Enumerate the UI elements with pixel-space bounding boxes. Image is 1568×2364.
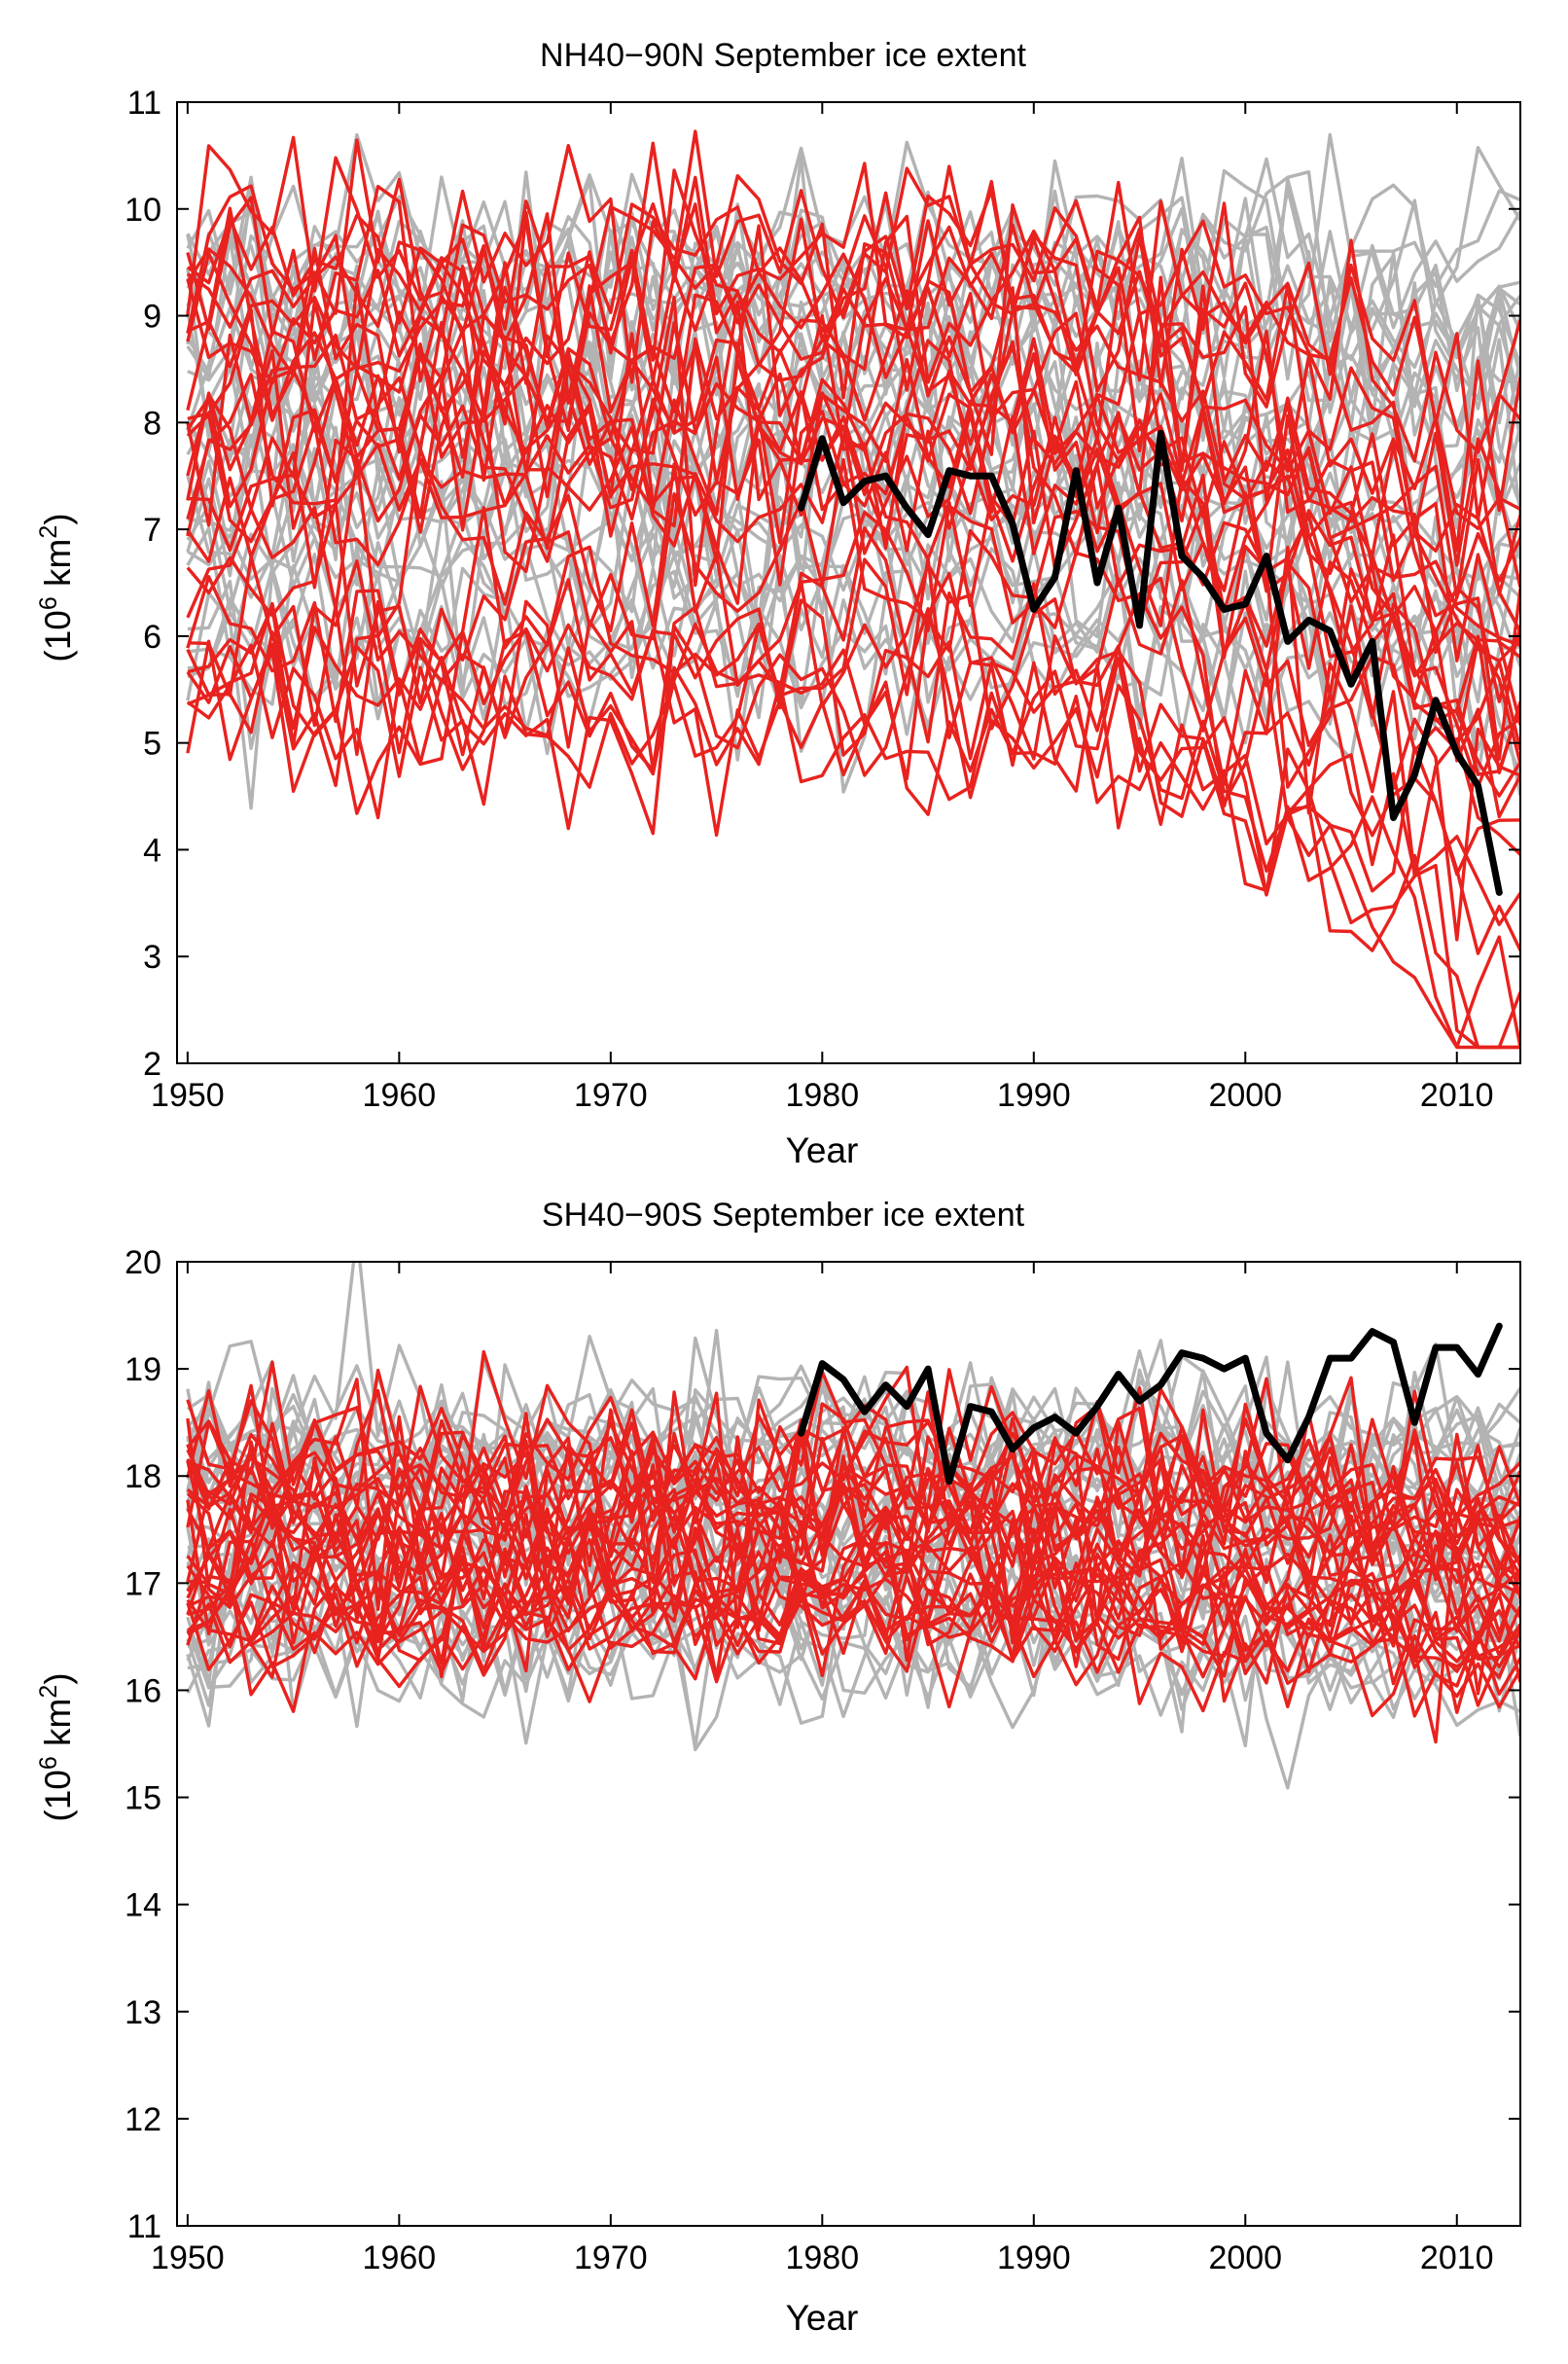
- sh-red-model-line: [186, 1360, 1520, 1535]
- nh-y-axis-label: (106 km2): [35, 513, 78, 662]
- sh-y-tick-label: 14: [125, 1887, 161, 1924]
- sh-axes-frame: [176, 1261, 1521, 2227]
- sh-y-tick-label: 16: [125, 1672, 161, 1709]
- sh-y-tick-label: 20: [125, 1244, 161, 1281]
- nh-gray-model-line: [186, 443, 1520, 797]
- nh-y-tick-label: 9: [143, 299, 161, 336]
- nh-x-tick-label: 2000: [1208, 1077, 1282, 1114]
- sh-observed-line: [798, 1322, 1503, 1486]
- nh-series-group: [186, 129, 1520, 1050]
- sh-y-tick-label: 12: [125, 2101, 161, 2138]
- nh-red-model-line: [186, 138, 1520, 553]
- nh-y-tick-label: 8: [143, 405, 161, 442]
- nh-ice-extent-panel: NH40−90N September ice extent 1950 1960 19…: [35, 37, 1521, 1170]
- sh-y-axis-label: (106 km2): [35, 1672, 78, 1821]
- nh-y-tick-label: 2: [143, 1046, 161, 1083]
- sh-y-tick-label: 13: [125, 1994, 161, 2031]
- nh-red-model-line: [187, 392, 1520, 798]
- nh-gray-model-line: [187, 478, 1520, 777]
- sh-plot-area: 1950 1960 1970 1980 1990 2000 2010 11 12 13 14 15 16…: [125, 1244, 1521, 2276]
- nh-x-tick-label: 1970: [574, 1077, 648, 1114]
- nh-x-tick-label: 2010: [1420, 1077, 1494, 1114]
- nh-red-model-line: [186, 168, 1520, 530]
- nh-red-model-line: [186, 571, 1520, 1050]
- sh-red-model-line: [186, 1349, 1520, 1627]
- nh-red-model-line: [186, 250, 1520, 663]
- sh-y-tick-label: 18: [125, 1458, 161, 1495]
- sh-ice-extent-panel: SH40−90S September ice extent 1950 1960 19…: [35, 1197, 1521, 2338]
- sh-red-model-line: [186, 1435, 1520, 1683]
- sh-series-group: [186, 1262, 1520, 1790]
- nh-y-tick-label: 11: [127, 85, 161, 122]
- nh-y-tick-label: 7: [143, 512, 161, 549]
- nh-red-model-line: [187, 545, 1520, 878]
- nh-red-model-line: [186, 203, 1520, 663]
- nh-red-model-line: [186, 129, 1520, 463]
- nh-red-model-line: [187, 555, 1520, 1050]
- sh-x-tick-label: 1950: [151, 2239, 225, 2276]
- sh-chart-title: SH40−90S September ice extent: [542, 1197, 1025, 1234]
- nh-plot-area: 1950 1960 1970 1980 1990 2000 2010 2 3 4 5 6 7 8 9 10 11: [125, 85, 1521, 1114]
- sh-x-axis-label: Year: [786, 2298, 859, 2338]
- sh-red-model-line: [186, 1489, 1520, 1714]
- nh-x-tick-label: 1960: [363, 1077, 437, 1114]
- nh-y-tick-label: 10: [125, 192, 161, 229]
- nh-x-tick-label: 1950: [151, 1077, 225, 1114]
- sh-x-tick-label: 1970: [574, 2239, 648, 2276]
- nh-red-model-line: [186, 643, 1520, 955]
- sh-red-model-line: [187, 1554, 1520, 1718]
- nh-x-tick-label: 1980: [785, 1077, 859, 1114]
- sh-red-model-line: [186, 1431, 1520, 1744]
- sh-red-model-line: [186, 1473, 1520, 1629]
- nh-y-tick-label: 6: [143, 619, 161, 656]
- sh-gray-model-line: [186, 1573, 1520, 1790]
- svg-text:(106 km2): (106 km2): [35, 513, 78, 662]
- nh-chart-title: NH40−90N September ice extent: [540, 37, 1026, 74]
- sh-red-model-line: [186, 1388, 1520, 1571]
- sh-red-model-line: [186, 1570, 1520, 1708]
- sh-y-tick-label: 17: [125, 1565, 161, 1602]
- sh-red-model-line: [186, 1513, 1520, 1718]
- nh-red-model-line: [186, 462, 1520, 753]
- nh-y-tick-label: 4: [143, 832, 161, 869]
- sh-y-tick-label: 11: [127, 2208, 161, 2245]
- svg-text:(106 km2): (106 km2): [35, 1672, 78, 1821]
- sh-x-tick-label: 2010: [1420, 2239, 1494, 2276]
- sh-x-tick-label: 1980: [785, 2239, 859, 2276]
- sh-y-tick-label: 15: [125, 1780, 161, 1817]
- nh-y-tick-label: 5: [143, 726, 161, 763]
- nh-axes-frame: [176, 101, 1521, 1064]
- nh-red-model-line: [187, 276, 1520, 761]
- sh-x-tick-label: 1990: [997, 2239, 1071, 2276]
- nh-x-tick-label: 1990: [997, 1077, 1071, 1114]
- sh-x-tick-label: 2000: [1208, 2239, 1282, 2276]
- sh-red-model-line: [186, 1443, 1520, 1599]
- nh-y-tick-label: 3: [143, 939, 161, 976]
- sh-red-model-line: [187, 1489, 1520, 1661]
- sh-y-tick-label: 19: [125, 1351, 161, 1388]
- sh-gray-model-line: [186, 1369, 1520, 1506]
- nh-red-model-line: [187, 607, 1520, 1050]
- nh-x-axis-label: Year: [786, 1130, 859, 1170]
- nh-observed-line: [798, 429, 1503, 896]
- sh-x-tick-label: 1960: [363, 2239, 437, 2276]
